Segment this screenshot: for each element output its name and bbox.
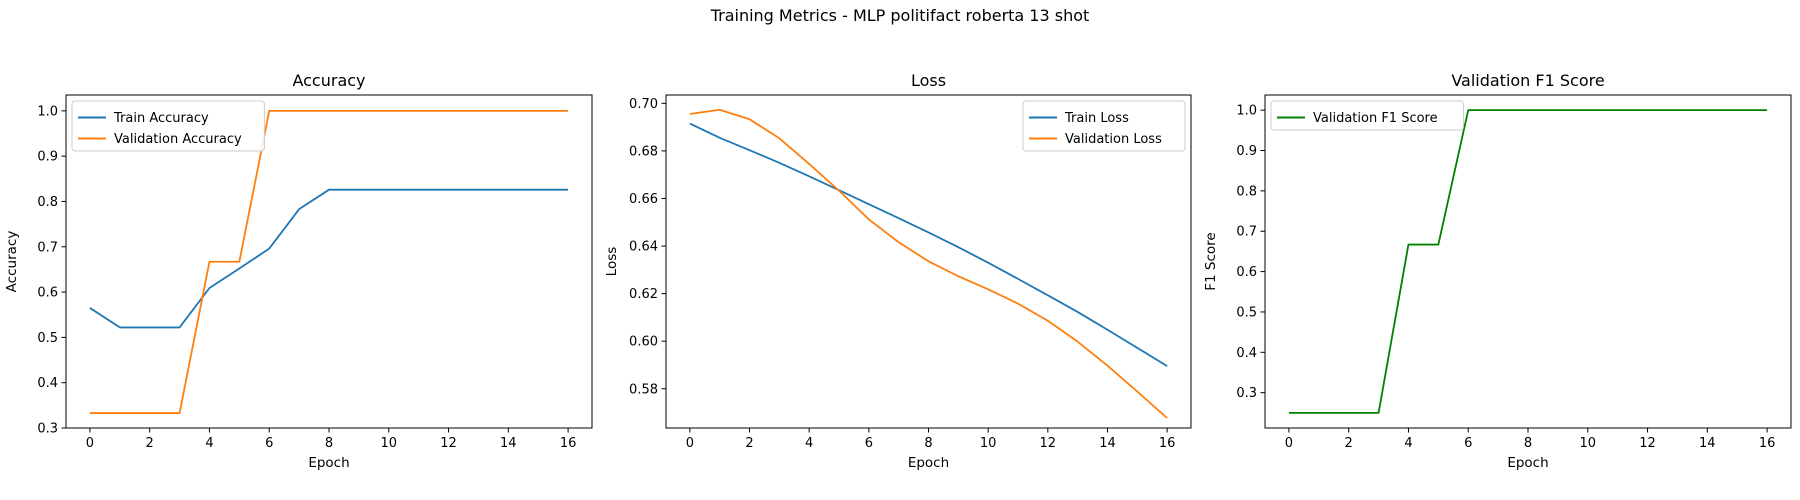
chart-panel-2: Loss 0 2 4 6 8 10 12 14 16 0.58 0.60 0.62 0.64 0.66 0.6… (604, 71, 1192, 471)
x-tick-label: 12 (1040, 436, 1057, 451)
x-tick-label: 8 (1524, 436, 1532, 451)
x-tick-label: 2 (1345, 436, 1353, 451)
x-tick-label: 14 (500, 436, 517, 451)
legend: Train Accuracy Validation Accuracy (71, 100, 265, 152)
y-tick-label: 0.9 (37, 150, 58, 165)
y-tick-label: 0.8 (37, 195, 58, 210)
legend-label: Train Loss (1064, 111, 1129, 126)
y-tick-label: 0.62 (629, 287, 658, 302)
legend-box (71, 100, 265, 152)
legend: Train Loss Validation Loss (1022, 100, 1186, 152)
x-tick-label: 4 (1404, 436, 1412, 451)
y-tick-label: 0.4 (37, 376, 58, 391)
y-tick-label: 0.58 (629, 382, 658, 397)
y-tick-label: 0.6 (37, 286, 58, 301)
series-line-validation-f1-score (1288, 109, 1768, 414)
x-tick-label: 14 (1099, 436, 1116, 451)
x-tick-label: 0 (686, 436, 694, 451)
series-line-validation-loss (689, 108, 1168, 419)
x-tick-label: 2 (745, 436, 753, 451)
y-tick-label: 1.0 (1236, 104, 1257, 119)
legend-label: Train Accuracy (113, 111, 209, 126)
series-line-train-accuracy (89, 188, 569, 329)
x-axis-label: Epoch (908, 455, 949, 471)
y-tick-label: 0.70 (629, 97, 658, 112)
legend-label: Validation F1 Score (1313, 111, 1438, 126)
y-tick-label: 0.66 (629, 192, 658, 207)
x-tick-label: 8 (325, 436, 333, 451)
x-tick-label: 10 (1579, 436, 1596, 451)
y-axis-label: Accuracy (4, 231, 20, 293)
y-tick-label: 0.68 (629, 144, 658, 159)
legend-label: Validation Accuracy (114, 132, 242, 147)
x-tick-label: 16 (1759, 436, 1776, 451)
y-tick-label: 0.5 (37, 331, 58, 346)
y-axis-label: F1 Score (1203, 232, 1219, 290)
x-tick-label: 0 (86, 436, 94, 451)
y-tick-label: 0.9 (1236, 144, 1257, 159)
x-tick-label: 16 (1159, 436, 1176, 451)
panel-title: Accuracy (292, 71, 365, 90)
x-axis-label: Epoch (308, 455, 349, 471)
y-tick-label: 0.6 (1236, 265, 1257, 280)
x-tick-label: 6 (265, 436, 273, 451)
y-tick-label: 0.7 (1236, 225, 1257, 240)
x-tick-label: 0 (1285, 436, 1293, 451)
x-tick-label: 8 (924, 436, 932, 451)
figure-title: Training Metrics - MLP politifact robert… (710, 6, 1090, 25)
legend-box (1270, 100, 1464, 131)
y-tick-label: 0.7 (37, 240, 58, 255)
y-tick-label: 1.0 (37, 104, 58, 119)
chart-panel-1: Accuracy 0 2 4 6 8 10 12 14 16 0.3 0.4 0.5 0.6 0.7 0.8 0… (4, 71, 593, 471)
plot-frame (1264, 94, 1792, 429)
y-tick-label: 0.4 (1236, 346, 1257, 361)
x-tick-label: 4 (805, 436, 813, 451)
series-line-train-loss (689, 122, 1168, 367)
x-tick-label: 2 (146, 436, 154, 451)
x-tick-label: 10 (980, 436, 997, 451)
y-tick-label: 0.3 (1236, 386, 1257, 401)
x-tick-label: 4 (205, 436, 213, 451)
x-tick-label: 14 (1699, 436, 1716, 451)
x-tick-label: 6 (865, 436, 873, 451)
x-tick-label: 12 (1639, 436, 1656, 451)
x-tick-label: 10 (380, 436, 397, 451)
y-tick-label: 0.8 (1236, 184, 1257, 199)
panel-title: Loss (911, 71, 946, 90)
legend: Validation F1 Score (1270, 100, 1464, 131)
y-tick-label: 0.5 (1236, 305, 1257, 320)
legend-label: Validation Loss (1065, 132, 1162, 147)
y-tick-label: 0.60 (629, 335, 658, 350)
x-axis-label: Epoch (1507, 455, 1548, 471)
panel-title: Validation F1 Score (1451, 71, 1604, 90)
series-line-validation-accuracy (89, 109, 569, 414)
legend-box (1022, 100, 1186, 152)
y-axis-label: Loss (604, 247, 620, 277)
x-tick-label: 16 (560, 436, 577, 451)
x-tick-label: 6 (1464, 436, 1472, 451)
chart-panel-3: Validation F1 Score 0 2 4 6 8 10 12 14 16 0.3 0.4 0.… (1203, 71, 1792, 471)
y-tick-label: 0.3 (37, 422, 58, 437)
x-tick-label: 12 (440, 436, 457, 451)
y-tick-label: 0.64 (629, 240, 658, 255)
